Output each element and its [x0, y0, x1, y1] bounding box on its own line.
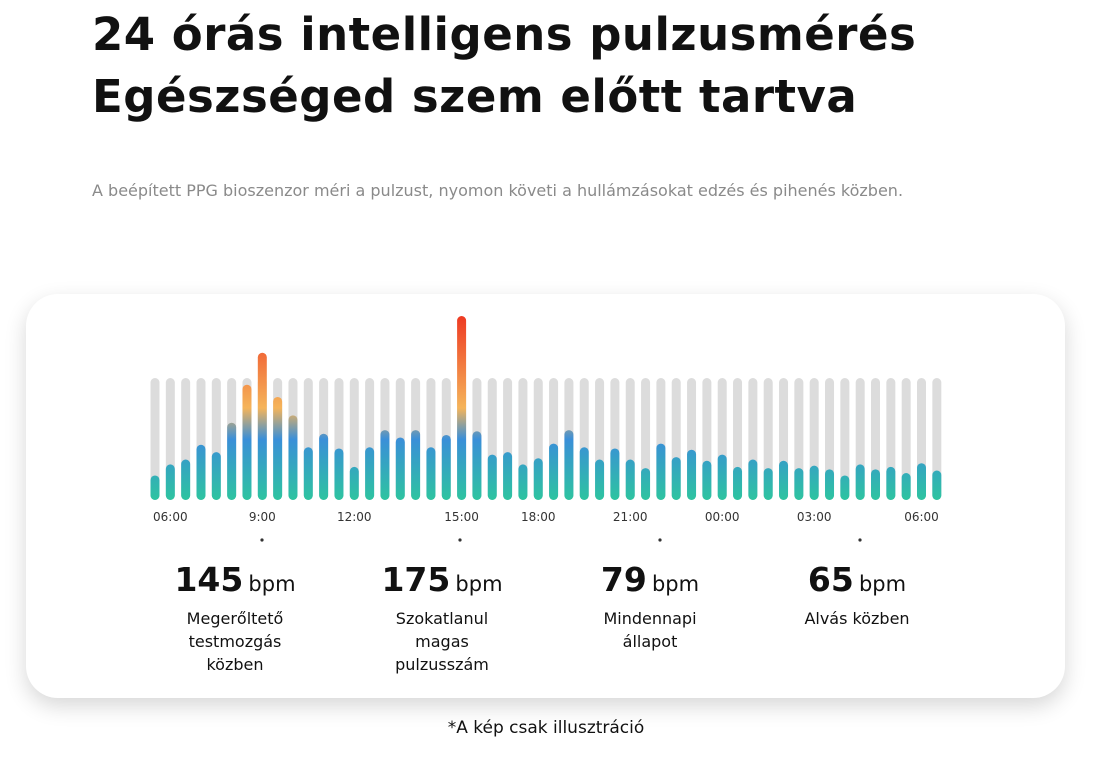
- x-tick-label: 06:00: [904, 510, 939, 524]
- bar-track: [150, 378, 160, 500]
- bar: [288, 415, 298, 500]
- bar-track: [871, 378, 881, 500]
- dot: [260, 538, 264, 542]
- bar: [595, 459, 605, 500]
- bar: [257, 352, 267, 500]
- bar: [610, 448, 620, 500]
- bar: [564, 430, 574, 500]
- bar: [656, 443, 666, 500]
- bar: [334, 448, 344, 500]
- bar: [901, 473, 911, 500]
- subtitle: A beépített PPG bioszenzor méri a pulzus…: [92, 181, 904, 200]
- bar: [855, 464, 865, 500]
- bar: [303, 447, 313, 500]
- stat: 145 bpm Megerőltető testmozgás közben: [145, 560, 325, 676]
- bar: [472, 431, 482, 500]
- x-tick-label: 00:00: [705, 510, 740, 524]
- x-tick-label: 15:00: [444, 510, 479, 524]
- bar: [687, 449, 697, 500]
- x-tick-label: 9:00: [249, 510, 276, 524]
- bar: [533, 458, 543, 500]
- bar: [932, 470, 942, 500]
- title: Egészséged szem előtt tartva: [92, 70, 858, 123]
- bar-track: [932, 378, 942, 500]
- bar: [794, 468, 804, 500]
- stat-value: 175: [381, 560, 451, 599]
- stat-label: Megerőltető testmozgás közben: [186, 609, 284, 674]
- bar: [319, 433, 329, 500]
- bar: [579, 447, 589, 500]
- stat: 65 bpm Alvás közben: [767, 560, 947, 630]
- bar: [840, 475, 850, 500]
- bar: [365, 447, 375, 500]
- bar-track: [840, 378, 850, 500]
- bar: [671, 457, 681, 500]
- bar: [518, 464, 528, 500]
- bar: [242, 384, 252, 500]
- stat-unit: bpm: [248, 572, 296, 596]
- bar: [549, 443, 559, 500]
- x-tick-label: 21:00: [613, 510, 648, 524]
- dot: [858, 538, 862, 542]
- bar: [227, 422, 237, 500]
- bar: [717, 454, 727, 500]
- bar: [181, 459, 191, 500]
- bar: [196, 444, 206, 500]
- bar: [426, 447, 436, 500]
- stat-value: 65: [807, 560, 854, 599]
- x-tick-label: 06:00: [153, 510, 188, 524]
- bar: [702, 460, 712, 500]
- bar: [625, 459, 635, 500]
- bar: [411, 430, 421, 500]
- stat-value: 145: [174, 560, 244, 599]
- dot: [658, 538, 662, 542]
- bar: [503, 452, 513, 500]
- bar: [809, 465, 819, 500]
- stat-unit: bpm: [858, 572, 907, 596]
- x-tick-label: 03:00: [797, 510, 832, 524]
- bar: [150, 475, 160, 500]
- bar: [211, 452, 221, 500]
- bar: [871, 469, 881, 500]
- bar: [886, 466, 896, 500]
- stat-unit: bpm: [651, 572, 700, 596]
- bar: [395, 437, 405, 500]
- stat-unit: bpm: [455, 572, 503, 596]
- bar: [380, 430, 390, 500]
- dot: [458, 538, 462, 542]
- x-tick-label: 18:00: [521, 510, 556, 524]
- stat-label: Mindennapi állapot: [603, 609, 697, 651]
- bar: [733, 466, 743, 500]
- bar: [441, 434, 451, 500]
- stat-label: Alvás közben: [804, 609, 910, 628]
- bar: [763, 468, 773, 500]
- bar: [457, 316, 467, 500]
- bar: [779, 460, 789, 500]
- bar: [165, 464, 175, 500]
- bar: [641, 468, 651, 500]
- bar: [917, 463, 926, 500]
- bar: [487, 454, 497, 500]
- footnote: *A kép csak illusztráció: [447, 718, 645, 738]
- stat: 175 bpm Szokatlanul magas pulzusszám: [352, 560, 532, 676]
- bar: [748, 459, 758, 500]
- stat-value: 79: [600, 560, 647, 599]
- bar-track: [901, 378, 911, 500]
- stat: 79 bpm Mindennapi állapot: [560, 560, 740, 653]
- bar: [273, 396, 283, 500]
- bar: [349, 466, 359, 500]
- x-tick-label: 12:00: [337, 510, 372, 524]
- title: 24 órás intelligens pulzusmérés: [92, 8, 917, 61]
- bar: [825, 469, 835, 500]
- bar-track: [825, 378, 835, 500]
- stat-label: Szokatlanul magas pulzusszám: [395, 609, 489, 674]
